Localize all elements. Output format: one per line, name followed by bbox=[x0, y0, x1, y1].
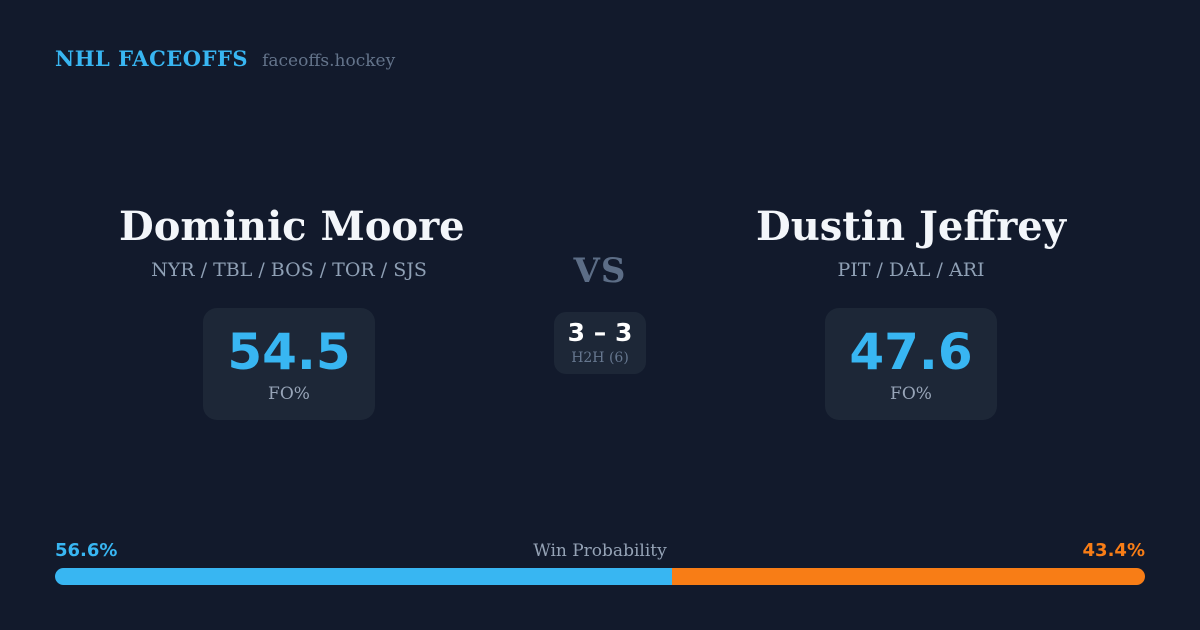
faceoff-stat-card-right: 47.6 FO% bbox=[825, 308, 997, 420]
site-url: faceoffs.hockey bbox=[262, 51, 396, 71]
versus-label: VS bbox=[573, 251, 627, 291]
win-probability-bar-right-segment bbox=[671, 568, 1145, 585]
player-teams-left: NYR / TBL / BOS / TOR / SJS bbox=[151, 259, 427, 281]
faceoff-pct-label-left: FO% bbox=[268, 384, 310, 404]
faceoff-pct-label-right: FO% bbox=[890, 384, 932, 404]
header: NHL FACEOFFS faceoffs.hockey bbox=[55, 46, 395, 71]
faceoff-stat-card-left: 54.5 FO% bbox=[203, 308, 375, 420]
win-probability-title: Win Probability bbox=[533, 541, 667, 561]
head-to-head-score: 3 – 3 bbox=[567, 318, 633, 347]
head-to-head-card: 3 – 3 H2H (6) bbox=[554, 312, 646, 374]
win-probability-bar-left-segment bbox=[55, 568, 672, 585]
win-probability-bar bbox=[55, 568, 1145, 585]
win-probability-labels: 56.6% Win Probability 43.4% bbox=[55, 540, 1145, 561]
win-probability-left-pct: 56.6% bbox=[55, 540, 118, 561]
faceoff-pct-left: 54.5 bbox=[227, 323, 351, 381]
head-to-head-label: H2H (6) bbox=[571, 350, 629, 366]
player-name-right: Dustin Jeffrey bbox=[756, 203, 1066, 250]
versus-panel: VS 3 – 3 H2H (6) bbox=[540, 250, 660, 374]
player-panel-right: Dustin Jeffrey PIT / DAL / ARI 47.6 FO% bbox=[741, 202, 1081, 420]
player-panel-left: Dominic Moore NYR / TBL / BOS / TOR / SJ… bbox=[119, 202, 465, 420]
player-teams-right: PIT / DAL / ARI bbox=[837, 259, 985, 281]
win-probability-right-pct: 43.4% bbox=[1082, 540, 1145, 561]
faceoff-pct-right: 47.6 bbox=[849, 323, 973, 381]
brand-logo-text: NHL FACEOFFS bbox=[55, 46, 249, 71]
player-name-left: Dominic Moore bbox=[119, 203, 465, 250]
